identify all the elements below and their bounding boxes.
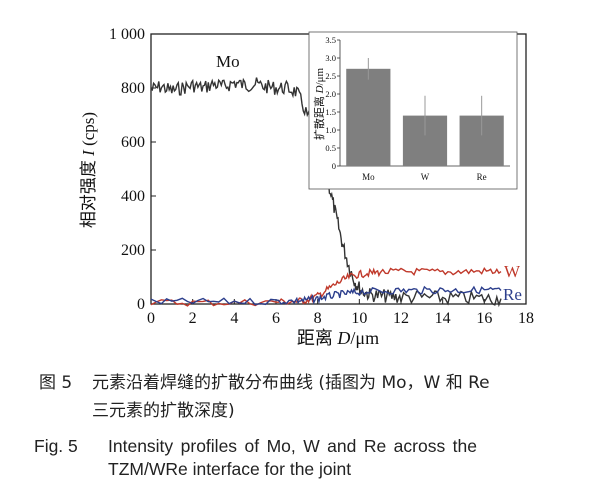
y-tick-label: 400 bbox=[121, 188, 145, 205]
caption-en-line2: TZM/WRe interface for the joint bbox=[108, 459, 352, 479]
y-axis-label: 相对强度 I (cps) bbox=[79, 112, 98, 228]
x-tick-label: 2 bbox=[189, 310, 197, 327]
inset-x-tick-label: Mo bbox=[362, 172, 375, 182]
inset-x-axis: Mo W Re bbox=[362, 172, 487, 182]
x-tick-label: 0 bbox=[147, 310, 155, 327]
inset-x-tick-label: Re bbox=[477, 172, 487, 182]
inset-bars bbox=[346, 58, 504, 166]
inset-y-tick-label: 0.5 bbox=[325, 143, 336, 153]
x-tick-label: 14 bbox=[435, 310, 451, 327]
y-tick-label: 200 bbox=[121, 242, 145, 259]
inset-y-tick-label: 2.0 bbox=[325, 89, 336, 99]
inset-y-tick-label: 1.5 bbox=[325, 107, 336, 117]
inset-y-axis-label: 扩散距离 D/μm bbox=[312, 67, 326, 140]
x-axis: 0 2 4 6 8 10 12 14 16 18 bbox=[147, 299, 534, 327]
caption-en-number: Fig. 5 bbox=[34, 436, 78, 456]
x-tick-label: 10 bbox=[351, 310, 367, 327]
series-line-re bbox=[150, 285, 502, 306]
caption-cn-line1: 元素沿着焊缝的扩散分布曲线 (插图为 Mo，W 和 Re bbox=[92, 373, 490, 393]
figure: 0 200 400 600 800 1 000 0 2 4 6 8 10 12 14 16 18 Mo W … bbox=[79, 26, 534, 348]
y-axis: 0 200 400 600 800 1 000 bbox=[109, 26, 156, 313]
inset-x-tick-label: W bbox=[421, 172, 430, 182]
inset-y-tick-label: 3.0 bbox=[325, 53, 336, 63]
x-tick-label: 12 bbox=[393, 310, 409, 327]
inset-y-tick-label: 2.5 bbox=[325, 71, 336, 81]
inset-y-tick-label: 3.5 bbox=[325, 35, 336, 45]
series-line-w bbox=[150, 266, 502, 307]
annotation-mo: Mo bbox=[216, 52, 240, 71]
annotation-w: W bbox=[504, 262, 521, 281]
inset-y-tick-label: 0 bbox=[332, 161, 336, 171]
y-tick-label: 0 bbox=[137, 296, 145, 313]
x-tick-label: 18 bbox=[518, 310, 534, 327]
x-axis-label: 距离 D/μm bbox=[297, 328, 379, 348]
x-tick-label: 4 bbox=[230, 310, 238, 327]
y-tick-label: 800 bbox=[121, 80, 145, 97]
x-tick-label: 6 bbox=[272, 310, 280, 327]
inset-chart: 0 0.5 1.0 1.5 2.0 2.5 3.0 3.5 Mo W Re 扩散距离 D/μm bbox=[308, 31, 518, 190]
y-tick-label: 1 000 bbox=[109, 26, 145, 43]
x-tick-label: 8 bbox=[314, 310, 322, 327]
inset-y-tick-label: 1.0 bbox=[325, 125, 336, 135]
annotation-re: Re bbox=[503, 285, 522, 304]
caption-cn-number: 图 5 bbox=[39, 373, 73, 393]
caption-en-line1: Intensity profiles of Mo, W and Re acros… bbox=[108, 436, 478, 456]
x-tick-label: 16 bbox=[476, 310, 492, 327]
caption-cn-line2: 三元素的扩散深度) bbox=[92, 401, 235, 421]
y-tick-label: 600 bbox=[121, 134, 145, 151]
inset-bar-mo bbox=[346, 68, 391, 166]
